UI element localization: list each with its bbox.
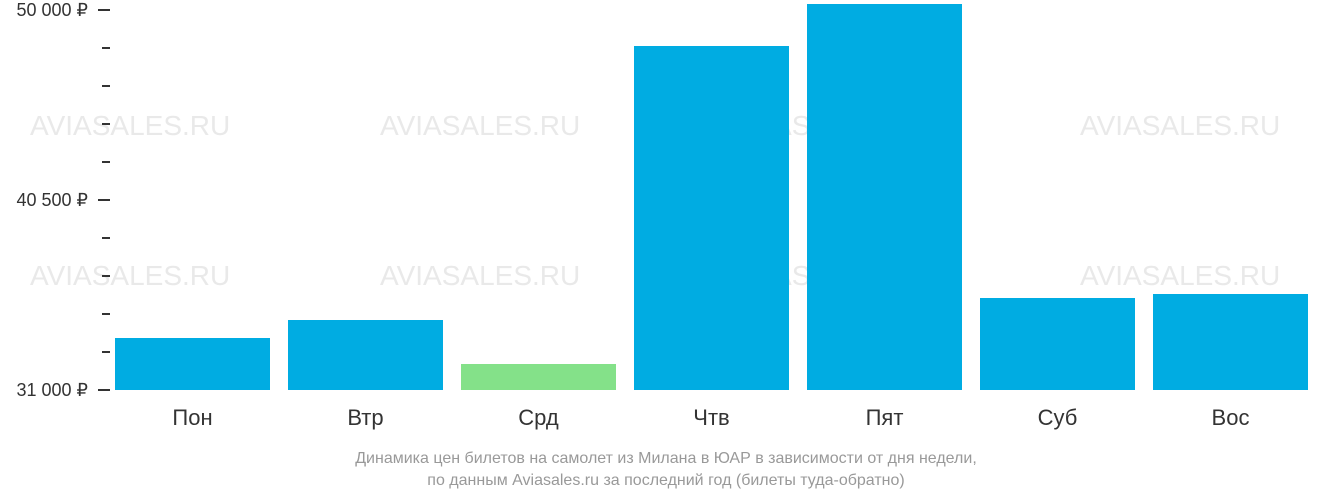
- bar: [115, 338, 270, 390]
- plot-area: [110, 10, 1320, 390]
- y-tick-mark: [102, 351, 110, 353]
- y-tick-mark: [102, 237, 110, 239]
- y-tick-mark: [102, 275, 110, 277]
- y-tick-mark: [102, 85, 110, 87]
- price-by-weekday-chart: AVIASALES.RUAVIASALES.RUAVIASALES.RUAVIA…: [0, 0, 1332, 502]
- caption-line-1: Динамика цен билетов на самолет из Милан…: [355, 450, 977, 467]
- x-label: Вос: [1153, 405, 1308, 431]
- y-tick-minor: [0, 38, 110, 58]
- y-tick-mark: [102, 47, 110, 49]
- x-label: Пят: [807, 405, 962, 431]
- bar: [807, 4, 962, 390]
- y-tick-minor: [0, 304, 110, 324]
- chart-caption: Динамика цен билетов на самолет из Милан…: [0, 448, 1332, 492]
- x-label: Пон: [115, 405, 270, 431]
- y-tick-mark: [98, 389, 110, 391]
- y-tick-minor: [0, 76, 110, 96]
- y-tick-mark: [102, 313, 110, 315]
- y-tick-minor: [0, 152, 110, 172]
- x-label: Чтв: [634, 405, 789, 431]
- y-tick-minor: [0, 228, 110, 248]
- y-tick-minor: [0, 342, 110, 362]
- bar: [1153, 294, 1308, 390]
- y-tick-mark: [98, 199, 110, 201]
- caption-line-2: по данным Aviasales.ru за последний год …: [427, 472, 904, 489]
- y-tick-label: 40 500 ₽: [16, 190, 98, 211]
- bar: [461, 364, 616, 390]
- y-tick-label: 50 000 ₽: [16, 0, 98, 21]
- x-axis: Пон Втр Срд Чтв Пят Суб Вос: [110, 400, 1320, 440]
- y-tick-major: 50 000 ₽: [0, 0, 110, 20]
- x-label: Срд: [461, 405, 616, 431]
- y-tick-major: 31 000 ₽: [0, 380, 110, 400]
- y-tick-major: 40 500 ₽: [0, 190, 110, 210]
- x-label: Втр: [288, 405, 443, 431]
- y-tick-minor: [0, 266, 110, 286]
- y-tick-mark: [102, 123, 110, 125]
- bar: [288, 320, 443, 390]
- y-tick-minor: [0, 114, 110, 134]
- y-tick-mark: [98, 9, 110, 11]
- y-tick-label: 31 000 ₽: [16, 380, 98, 401]
- y-tick-mark: [102, 161, 110, 163]
- bar: [634, 46, 789, 390]
- x-label: Суб: [980, 405, 1135, 431]
- bar: [980, 298, 1135, 390]
- y-axis: 50 000 ₽ 40 500 ₽ 31 000 ₽: [0, 0, 110, 400]
